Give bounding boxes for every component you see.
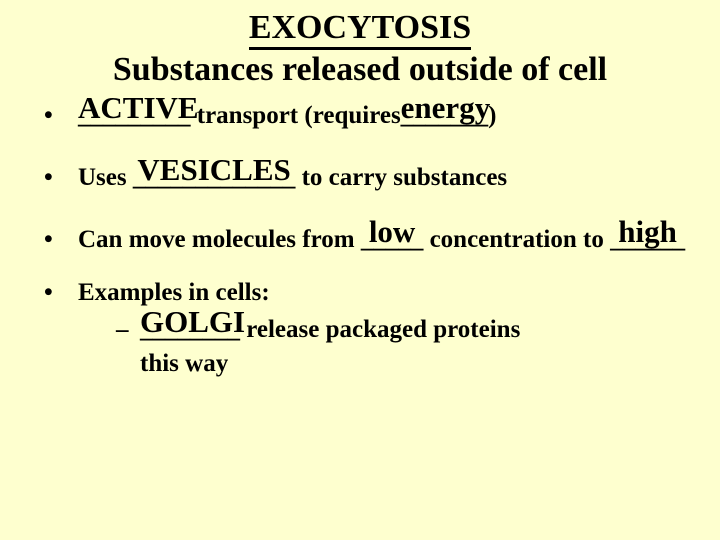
blank-high: ______ high (610, 223, 685, 257)
answer-golgi: GOLGI (140, 302, 240, 342)
bullet-1: _________ ACTIVE transport (requires ___… (30, 99, 690, 133)
slide: EXOCYTOSIS Substances released outside o… (0, 0, 720, 540)
blank-active: _________ ACTIVE (78, 99, 191, 133)
sub-list: ________ GOLGI release packaged proteins… (78, 314, 690, 380)
slide-subtitle: Substances released outside of cell (30, 50, 690, 89)
answer-low: low (361, 211, 424, 253)
title-wrapper: EXOCYTOSIS (30, 8, 690, 50)
blank-energy: _______ energy (401, 99, 489, 133)
answer-active: ACTIVE (78, 87, 191, 129)
answer-vesicles: VESICLES (133, 149, 296, 191)
answer-energy: energy (401, 87, 489, 129)
text-release: release packaged proteins (240, 316, 520, 343)
blank-golgi: ________ GOLGI (140, 314, 240, 347)
sub-continuation: this way (116, 347, 690, 381)
text-concentration: concentration to (423, 226, 610, 253)
bullet-4: Examples in cells: ________ GOLGI releas… (30, 276, 690, 380)
blank-vesicles: _____________ VESICLES (133, 161, 296, 195)
bullet-list: _________ ACTIVE transport (requires ___… (30, 99, 690, 380)
sub-bullet-1: ________ GOLGI release packaged proteins (116, 314, 690, 347)
text-uses: Uses (78, 164, 133, 191)
bullet-3: Can move molecules from _____ low concen… (30, 223, 690, 257)
blank-low: _____ low (361, 223, 424, 257)
slide-title: EXOCYTOSIS (249, 8, 471, 50)
bullet-2: Uses _____________ VESICLES to carry sub… (30, 161, 690, 195)
text-transport: transport (requires (191, 102, 401, 129)
answer-high: high (610, 211, 685, 253)
text-carry: to carry substances (295, 164, 507, 191)
text-canmove: Can move molecules from (78, 226, 361, 253)
